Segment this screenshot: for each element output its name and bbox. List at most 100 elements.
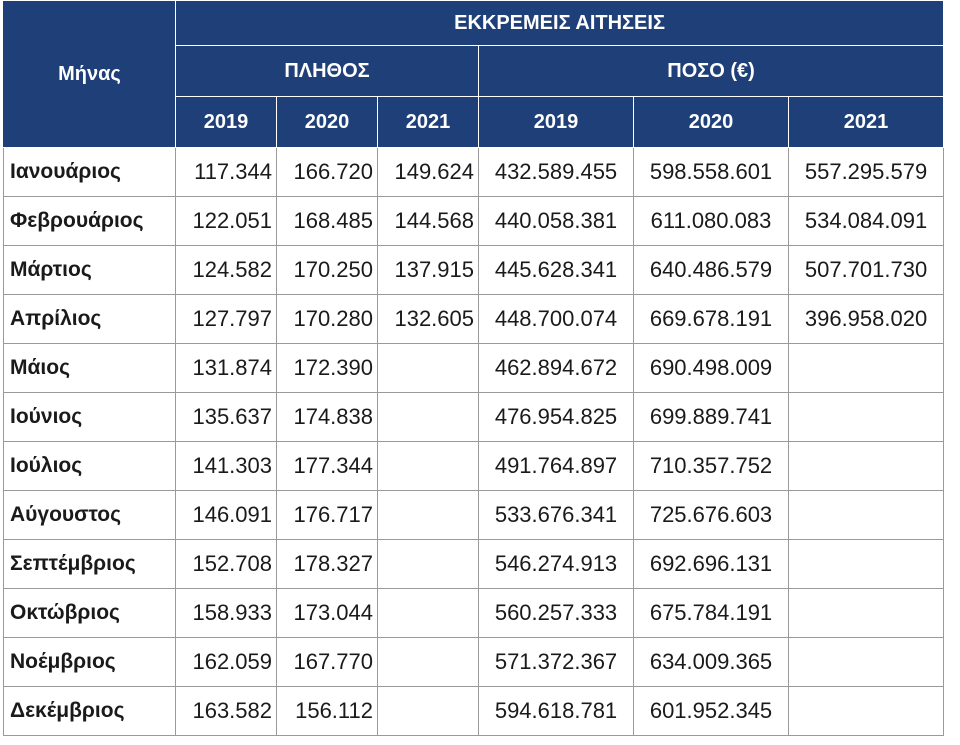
table-row: Νοέμβριος 162.059 167.770 571.372.367 634.00… [3, 637, 945, 687]
count-cell: 131.874 [175, 343, 277, 393]
header-row-years: 2019 2020 2021 2019 2020 2021 [4, 96, 945, 148]
amount-group-header: ΠΟΣΟ (€) [477, 45, 945, 97]
count-cell: 132.605 [377, 294, 479, 344]
amount-cell: 448.700.074 [478, 294, 634, 344]
amount-cell [787, 539, 945, 589]
amount-cell: 675.784.191 [633, 588, 789, 638]
month-cell: Ιούνιος [3, 392, 176, 442]
table-row: Ιανουάριος 117.344 166.720 149.624 432.589.4… [3, 147, 945, 197]
count-cell: 163.582 [175, 686, 277, 736]
amount-cell: 507.701.730 [787, 245, 945, 295]
amount-cell: 725.676.603 [633, 490, 789, 540]
amount-cell: 640.486.579 [633, 245, 789, 295]
amount-cell: 534.084.091 [787, 196, 945, 246]
amount-cell: 396.958.020 [787, 294, 945, 344]
count-cell: 167.770 [276, 637, 378, 687]
count-cell [377, 588, 479, 638]
month-cell: Νοέμβριος [3, 637, 176, 687]
amount-cell [787, 637, 945, 687]
table-row: Δεκέμβριος 163.582 156.112 594.618.781 601.9… [3, 686, 945, 736]
amount-cell: 462.894.672 [478, 343, 634, 393]
amount-cell: 598.558.601 [633, 147, 789, 197]
amount-cell: 546.274.913 [478, 539, 634, 589]
month-cell: Ιανουάριος [3, 147, 176, 197]
count-cell: 158.933 [175, 588, 277, 638]
header-row-groups: ΠΛΗΘΟΣ ΠΟΣΟ (€) [4, 45, 945, 97]
pending-applications-table-container: Μήνας ΕΚΚΡΕΜΕΙΣ ΑΙΤΗΣΕΙΣ ΠΛΗΘΟΣ ΠΟΣΟ (€)… [3, 0, 945, 736]
count-cell [377, 441, 479, 491]
month-cell: Μάιος [3, 343, 176, 393]
count-cell: 117.344 [175, 147, 277, 197]
amount-year-header: 2021 [787, 96, 945, 148]
month-cell: Οκτώβριος [3, 588, 176, 638]
count-cell: 156.112 [276, 686, 378, 736]
count-cell: 135.637 [175, 392, 277, 442]
amount-cell: 432.589.455 [478, 147, 634, 197]
month-cell: Μάρτιος [3, 245, 176, 295]
month-cell: Ιούλιος [3, 441, 176, 491]
count-cell [377, 637, 479, 687]
table-row: Μάρτιος 124.582 170.250 137.915 445.628.341 6… [3, 245, 945, 295]
month-cell: Σεπτέμβριος [3, 539, 176, 589]
amount-cell: 533.676.341 [478, 490, 634, 540]
month-column-header: Μήνας [3, 0, 176, 148]
amount-cell: 611.080.083 [633, 196, 789, 246]
table-header: Μήνας ΕΚΚΡΕΜΕΙΣ ΑΙΤΗΣΕΙΣ ΠΛΗΘΟΣ ΠΟΣΟ (€)… [3, 0, 945, 148]
amount-cell: 690.498.009 [633, 343, 789, 393]
amount-cell: 476.954.825 [478, 392, 634, 442]
count-cell: 170.250 [276, 245, 378, 295]
count-cell: 141.303 [175, 441, 277, 491]
table-row: Ιούλιος 141.303 177.344 491.764.897 710.357.… [3, 441, 945, 491]
count-cell [377, 392, 479, 442]
month-cell: Απρίλιος [3, 294, 176, 344]
amount-cell: 491.764.897 [478, 441, 634, 491]
table-row: Οκτώβριος 158.933 173.044 560.257.333 675.78… [3, 588, 945, 638]
amount-year-header: 2019 [478, 96, 634, 148]
header-row-title: Μήνας ΕΚΚΡΕΜΕΙΣ ΑΙΤΗΣΕΙΣ [3, 0, 945, 148]
amount-cell: 634.009.365 [633, 637, 789, 687]
table-row: Ιούνιος 135.637 174.838 476.954.825 699.889.… [3, 392, 945, 442]
amount-cell: 445.628.341 [478, 245, 634, 295]
count-year-header: 2021 [377, 96, 479, 148]
amount-cell [787, 392, 945, 442]
count-cell [377, 343, 479, 393]
count-cell: 177.344 [276, 441, 378, 491]
amount-year-header: 2020 [633, 96, 789, 148]
pending-applications-table: Μήνας ΕΚΚΡΕΜΕΙΣ ΑΙΤΗΣΕΙΣ ΠΛΗΘΟΣ ΠΟΣΟ (€)… [3, 0, 945, 736]
count-cell [377, 539, 479, 589]
count-cell: 144.568 [377, 196, 479, 246]
count-group-header: ΠΛΗΘΟΣ [175, 45, 479, 97]
count-cell: 178.327 [276, 539, 378, 589]
count-cell: 173.044 [276, 588, 378, 638]
amount-cell [787, 490, 945, 540]
table-row: Αύγουστος 146.091 176.717 533.676.341 725.67… [3, 490, 945, 540]
count-cell: 172.390 [276, 343, 378, 393]
amount-cell [787, 686, 945, 736]
amount-cell: 557.295.579 [787, 147, 945, 197]
amount-cell: 669.678.191 [633, 294, 789, 344]
count-cell: 166.720 [276, 147, 378, 197]
table-body: Ιανουάριος 117.344 166.720 149.624 432.589.4… [3, 147, 945, 736]
count-cell: 162.059 [175, 637, 277, 687]
count-cell [377, 686, 479, 736]
count-year-header: 2020 [276, 96, 378, 148]
count-cell: 174.838 [276, 392, 378, 442]
count-cell: 170.280 [276, 294, 378, 344]
count-cell: 127.797 [175, 294, 277, 344]
amount-cell: 710.357.752 [633, 441, 789, 491]
amount-cell [787, 441, 945, 491]
amount-cell: 594.618.781 [478, 686, 634, 736]
table-title: ΕΚΚΡΕΜΕΙΣ ΑΙΤΗΣΕΙΣ [174, 0, 945, 46]
table-row: Φεβρουάριος 122.051 168.485 144.568 440.058.… [3, 196, 945, 246]
table-row: Μάιος 131.874 172.390 462.894.672 690.498.00… [3, 343, 945, 393]
count-cell: 149.624 [377, 147, 479, 197]
amount-cell [787, 343, 945, 393]
amount-cell [787, 588, 945, 638]
amount-cell: 440.058.381 [478, 196, 634, 246]
count-cell [377, 490, 479, 540]
table-row: Σεπτέμβριος 152.708 178.327 546.274.913 692.… [3, 539, 945, 589]
count-cell: 124.582 [175, 245, 277, 295]
count-cell: 137.915 [377, 245, 479, 295]
amount-cell: 601.952.345 [633, 686, 789, 736]
month-cell: Αύγουστος [3, 490, 176, 540]
